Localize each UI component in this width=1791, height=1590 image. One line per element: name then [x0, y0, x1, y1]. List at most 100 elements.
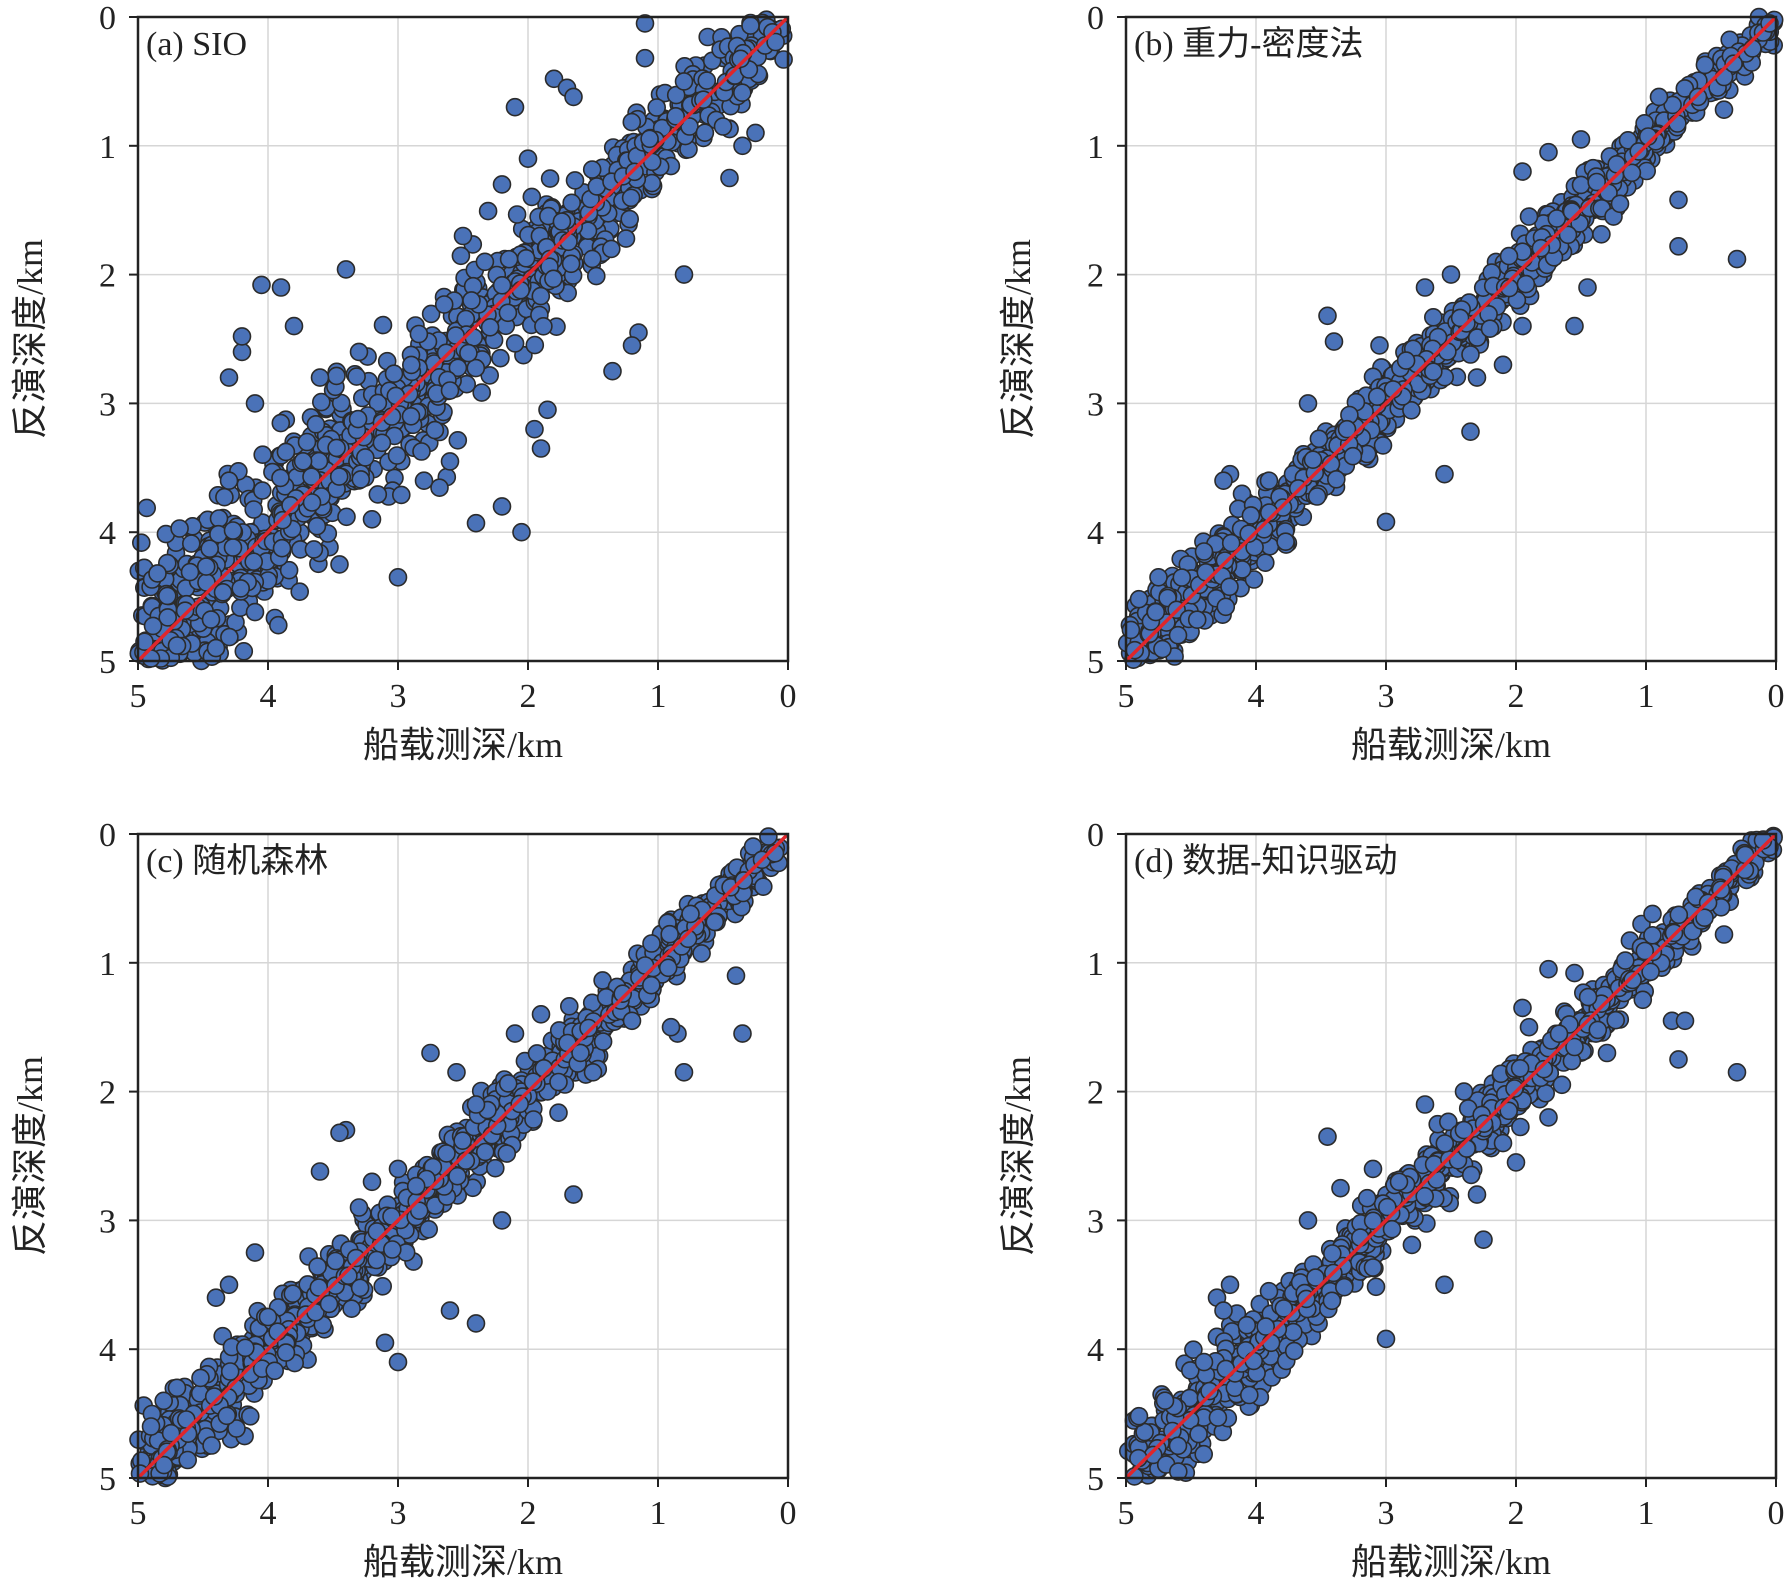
- data-point: [220, 627, 239, 647]
- data-point: [1194, 1352, 1214, 1372]
- data-point: [220, 1362, 240, 1381]
- data-point: [347, 367, 366, 386]
- data-point: [1461, 345, 1480, 364]
- data-point: [367, 1250, 386, 1270]
- data-point: [271, 413, 291, 433]
- data-point: [245, 1243, 265, 1262]
- data-point: [319, 1294, 339, 1314]
- reference-line-1to1: [136, 832, 790, 1480]
- data-point: [1510, 1059, 1530, 1078]
- data-point: [1571, 130, 1591, 149]
- data-point: [412, 442, 431, 461]
- data-point: [1511, 1117, 1530, 1137]
- data-point: [642, 173, 662, 193]
- data-point: [306, 414, 326, 434]
- x-tick-label: 2: [520, 1495, 537, 1532]
- data-point: [388, 567, 408, 587]
- data-point: [200, 539, 219, 559]
- data-point: [475, 1142, 495, 1162]
- data-point: [178, 1450, 197, 1470]
- y-tick-label: 2: [99, 258, 116, 295]
- data-point: [1322, 1291, 1342, 1311]
- data-point: [1454, 1082, 1474, 1101]
- x-tick-label: 2: [1508, 678, 1525, 715]
- reference-line-1to1: [1124, 15, 1778, 663]
- data-point: [245, 602, 265, 622]
- data-point: [434, 295, 454, 314]
- x-tick-label: 5: [130, 678, 147, 715]
- data-point: [217, 1406, 237, 1426]
- data-point: [437, 1144, 456, 1163]
- data-point: [1441, 265, 1461, 284]
- x-tick-label: 5: [1118, 1495, 1135, 1532]
- data-point: [1669, 1050, 1688, 1069]
- data-point: [456, 309, 476, 329]
- data-point: [1513, 316, 1532, 336]
- data-point: [1633, 990, 1653, 1010]
- data-point: [372, 433, 392, 453]
- data-point: [692, 944, 711, 963]
- data-point: [559, 996, 579, 1016]
- data-point: [603, 361, 622, 381]
- data-point: [206, 638, 226, 658]
- data-point: [1536, 1084, 1555, 1103]
- data-point: [635, 48, 655, 68]
- data-point: [524, 1110, 543, 1129]
- data-point: [1427, 1170, 1446, 1189]
- data-point: [419, 1220, 439, 1239]
- data-point: [1493, 1133, 1513, 1153]
- data-point: [1220, 1275, 1240, 1295]
- data-point: [583, 1063, 603, 1082]
- data-point: [1324, 332, 1344, 351]
- data-point: [453, 1131, 472, 1150]
- data-point: [464, 328, 484, 347]
- data-point: [137, 498, 156, 518]
- data-point: [362, 509, 382, 529]
- data-point: [373, 1277, 393, 1296]
- data-point: [1552, 1075, 1572, 1095]
- data-point: [733, 136, 752, 156]
- data-point: [1669, 905, 1689, 925]
- data-point: [564, 1185, 583, 1204]
- data-point: [1149, 567, 1168, 587]
- x-tick-label: 1: [1638, 1495, 1655, 1532]
- data-point: [1506, 1153, 1526, 1172]
- data-point: [337, 507, 356, 527]
- data-point: [406, 1176, 426, 1196]
- data-point: [368, 485, 388, 504]
- data-point: [1493, 355, 1513, 375]
- data-point: [525, 335, 545, 355]
- data-point: [223, 538, 243, 557]
- data-point: [268, 615, 288, 635]
- data-point: [327, 366, 346, 386]
- data-point: [1318, 1127, 1337, 1146]
- data-point: [252, 481, 272, 500]
- data-point: [1363, 1258, 1383, 1277]
- y-tick-label: 3: [1087, 1203, 1104, 1240]
- data-point: [1357, 1188, 1377, 1208]
- data-point: [621, 188, 641, 208]
- data-point: [201, 610, 221, 629]
- data-point: [148, 564, 167, 583]
- data-point: [206, 1288, 226, 1307]
- x-tick-label: 5: [1118, 678, 1135, 715]
- y-axis-label: 反演深度/km: [998, 1056, 1038, 1256]
- data-point: [440, 381, 460, 400]
- data-point: [466, 1314, 486, 1333]
- x-axis-label: 船载测深/km: [363, 1542, 563, 1582]
- data-point: [1284, 1341, 1304, 1361]
- data-point: [180, 562, 200, 582]
- data-point: [1376, 512, 1396, 532]
- data-point: [409, 324, 429, 344]
- data-point: [1276, 532, 1295, 552]
- data-point: [641, 975, 661, 995]
- data-point: [1389, 1172, 1409, 1192]
- y-tick-label: 0: [99, 817, 116, 854]
- y-tick-label: 5: [99, 644, 116, 681]
- data-point: [1373, 436, 1393, 455]
- data-point: [1727, 1063, 1747, 1082]
- y-tick-label: 0: [99, 0, 116, 37]
- data-point: [475, 252, 495, 272]
- data-point: [391, 485, 411, 505]
- data-point: [549, 1072, 568, 1092]
